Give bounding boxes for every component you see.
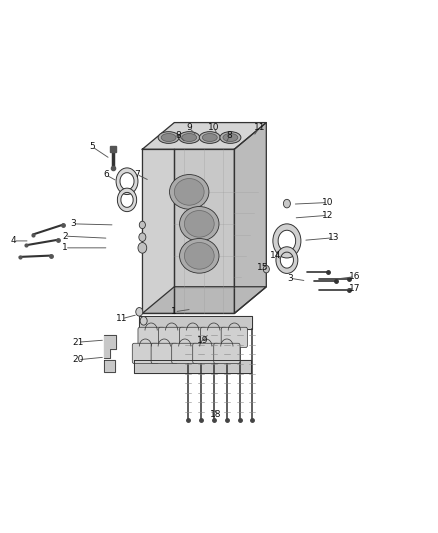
Polygon shape	[104, 335, 116, 358]
Text: 1: 1	[171, 308, 177, 316]
Ellipse shape	[223, 134, 238, 142]
Circle shape	[140, 317, 147, 325]
Ellipse shape	[184, 243, 214, 269]
Text: 14: 14	[270, 252, 282, 260]
Ellipse shape	[161, 134, 176, 142]
Text: 5: 5	[89, 142, 95, 151]
Text: 8: 8	[176, 132, 182, 140]
Text: 13: 13	[328, 233, 339, 242]
Polygon shape	[142, 123, 266, 149]
FancyBboxPatch shape	[214, 343, 240, 364]
Text: 9: 9	[186, 124, 192, 132]
Polygon shape	[234, 123, 266, 313]
FancyBboxPatch shape	[132, 343, 159, 364]
FancyBboxPatch shape	[221, 327, 247, 348]
Polygon shape	[142, 149, 174, 313]
Ellipse shape	[174, 179, 204, 205]
Polygon shape	[104, 360, 115, 372]
Text: 7: 7	[134, 170, 140, 179]
Text: 4: 4	[11, 237, 16, 245]
Text: 15: 15	[257, 263, 268, 272]
Ellipse shape	[202, 134, 217, 142]
Circle shape	[283, 199, 290, 208]
Ellipse shape	[220, 132, 241, 143]
Text: 21: 21	[72, 338, 84, 346]
Polygon shape	[174, 149, 234, 313]
Text: 19: 19	[197, 336, 208, 344]
Text: 11: 11	[116, 314, 127, 323]
Text: 2: 2	[62, 232, 67, 240]
Ellipse shape	[180, 207, 219, 241]
Polygon shape	[139, 316, 252, 329]
Text: 11: 11	[254, 124, 265, 132]
Text: 17: 17	[349, 284, 360, 293]
Ellipse shape	[170, 175, 209, 209]
Circle shape	[139, 233, 146, 241]
Ellipse shape	[182, 134, 197, 142]
Ellipse shape	[158, 132, 179, 143]
FancyBboxPatch shape	[193, 343, 219, 364]
FancyBboxPatch shape	[180, 327, 206, 348]
Text: 6: 6	[103, 171, 109, 179]
Circle shape	[139, 221, 145, 229]
Text: 8: 8	[226, 132, 233, 140]
Text: 10: 10	[322, 198, 333, 207]
Circle shape	[136, 308, 143, 316]
FancyBboxPatch shape	[172, 343, 198, 364]
FancyBboxPatch shape	[201, 327, 227, 348]
FancyBboxPatch shape	[138, 327, 164, 348]
Text: 3: 3	[71, 220, 77, 228]
FancyBboxPatch shape	[151, 343, 177, 364]
Text: 16: 16	[349, 272, 360, 281]
Ellipse shape	[199, 132, 220, 143]
Polygon shape	[134, 360, 251, 373]
Ellipse shape	[184, 211, 214, 237]
FancyBboxPatch shape	[159, 327, 185, 348]
Text: 12: 12	[322, 211, 333, 220]
Circle shape	[138, 243, 147, 253]
Text: 1: 1	[62, 244, 68, 252]
Polygon shape	[142, 287, 266, 313]
Text: 10: 10	[208, 124, 219, 132]
Ellipse shape	[180, 239, 219, 273]
Text: 3: 3	[287, 274, 293, 282]
Ellipse shape	[179, 132, 200, 143]
Text: 18: 18	[210, 410, 221, 419]
Text: 20: 20	[72, 356, 84, 364]
Circle shape	[263, 265, 269, 273]
